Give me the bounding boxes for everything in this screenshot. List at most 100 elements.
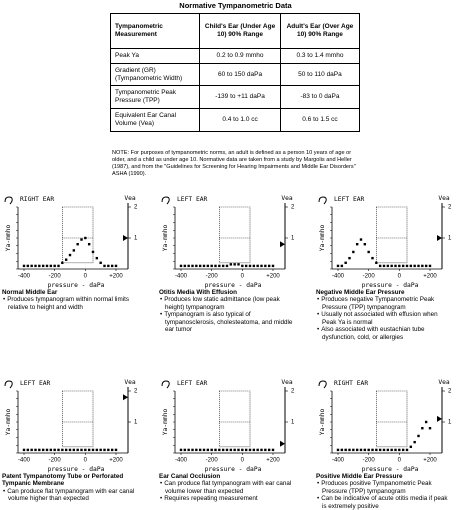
y2-tick-label: 1 [448, 420, 452, 426]
data-point [26, 264, 30, 268]
data-point [371, 256, 374, 260]
caption-list: Can produce flat tympanogram with ear ca… [159, 480, 294, 502]
data-point [22, 264, 26, 268]
caption-bullet: Can produce flat tympanogram with ear ca… [164, 480, 294, 495]
table-cell: 0.6 to 1.5 cc [279, 107, 361, 132]
data-point [344, 448, 347, 452]
y-axis-label: Ya-mmho [162, 225, 169, 252]
data-point [191, 448, 194, 452]
data-point [248, 264, 252, 268]
data-point [183, 264, 187, 268]
data-point [401, 264, 405, 268]
caption-bullet: Produces negative Tympanometric Peak Pre… [321, 296, 451, 311]
data-point [264, 264, 267, 268]
data-point [95, 256, 99, 260]
data-point [198, 448, 202, 452]
x-tick-label: -200 [206, 458, 219, 464]
data-point [187, 264, 190, 268]
data-point [68, 253, 72, 257]
data-point [378, 448, 382, 452]
data-point [390, 448, 393, 452]
data-point [252, 264, 256, 268]
caption-heading: Positive Middle Ear Pressure [316, 473, 403, 480]
y-axis-label: Ya-mmho [319, 409, 326, 436]
ear-label: RIGHT EAR [20, 196, 54, 203]
caption-bullet: Can produce flat tympanogram with ear ca… [7, 488, 137, 503]
y-axis-label: Ya-mmho [5, 409, 12, 436]
caption-bullet: Also associated with eustachian tube dys… [321, 326, 451, 341]
data-point [49, 448, 53, 452]
data-point [421, 427, 424, 430]
data-point [87, 243, 91, 246]
data-point [107, 448, 110, 452]
table-cell: 0.4 to 1.0 cc [199, 107, 281, 132]
data-point [110, 448, 114, 452]
data-point [45, 264, 49, 268]
data-point [256, 264, 259, 268]
data-point [41, 448, 45, 452]
caption-list: Produces positive Tympanometric Peak Pre… [316, 480, 451, 510]
data-point [53, 448, 56, 452]
data-point [244, 448, 248, 452]
tympanogram: RIGHT EAR Ya-mmho Vea pressure - daPa -400 -2… [4, 195, 138, 289]
header-cell: Tympanometric Measurement [109, 13, 201, 49]
caption: Otitis Media With EffusionProduces low s… [157, 289, 294, 334]
normal-box [62, 206, 94, 264]
y-axis-label: Ya-mmho [5, 225, 12, 252]
data-point [49, 264, 53, 268]
data-point [198, 264, 202, 268]
data-point [394, 264, 397, 268]
data-point [267, 264, 271, 268]
data-point [367, 250, 370, 254]
data-point [195, 264, 198, 268]
normal-box [376, 390, 408, 448]
data-point [80, 238, 83, 241]
data-point [26, 448, 30, 452]
x-tick-label: -200 [49, 458, 62, 464]
data-point [99, 261, 102, 264]
data-point [179, 264, 183, 268]
data-point [421, 264, 424, 268]
caption-bullet: Requires repeating measurement [164, 495, 294, 502]
data-point [413, 440, 416, 444]
x-axis-label: pressure - daPa [205, 466, 262, 473]
x-tick-label: -200 [363, 458, 376, 464]
data-point [344, 261, 347, 264]
data-point [405, 264, 409, 268]
data-point [260, 264, 263, 268]
data-point [375, 261, 378, 264]
data-point [352, 250, 355, 254]
normal-box [62, 390, 94, 448]
data-point [72, 249, 76, 252]
ear-icon [4, 196, 13, 205]
y2-tick-label: 1 [134, 236, 138, 242]
data-point [206, 264, 210, 268]
data-point [241, 264, 244, 268]
data-point [218, 448, 221, 452]
data-point [183, 448, 187, 452]
data-point [336, 264, 340, 268]
x-tick-label: -400 [332, 274, 345, 280]
tympanogram: LEFT EAR Ya-mmho Vea pressure - daPa -400 -20… [318, 195, 452, 289]
data-point [95, 448, 99, 452]
y2-tick-label: 1 [291, 236, 295, 242]
data-point [375, 448, 378, 452]
table-cell: Equivalent Ear Canal Volume (Vea) [109, 107, 201, 132]
data-point [237, 263, 240, 266]
data-point [206, 448, 210, 452]
data-point [210, 448, 213, 452]
x-tick-label: -400 [175, 458, 188, 464]
y2-tick-label: 2 [291, 205, 295, 211]
y2-tick-label: 2 [134, 205, 138, 211]
data-point [336, 448, 340, 452]
data-point [386, 264, 390, 268]
data-point [210, 264, 213, 268]
caption: Ear Canal OcclusionCan produce flat tymp… [157, 473, 294, 503]
x-axis-label: pressure - daPa [362, 466, 419, 473]
caption-bullet: Produces positive Tympanometric Peak Pre… [321, 480, 451, 495]
x-tick-label: +200 [266, 274, 280, 280]
data-point [252, 448, 256, 452]
data-point [229, 263, 233, 266]
data-point [398, 448, 401, 452]
data-point [348, 256, 351, 260]
